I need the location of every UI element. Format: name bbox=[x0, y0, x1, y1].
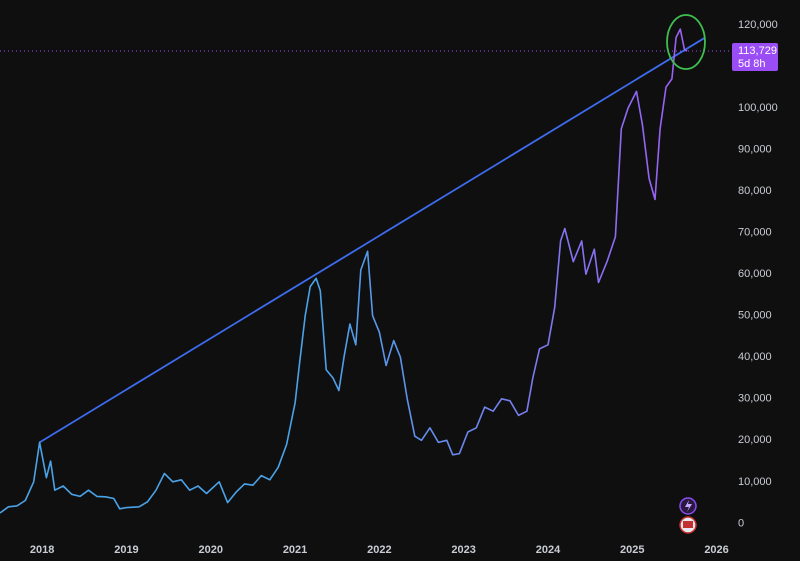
y-tick-label: 50,000 bbox=[738, 310, 772, 322]
y-tick-label: 70,000 bbox=[738, 227, 772, 239]
x-tick-label: 2022 bbox=[367, 544, 391, 556]
y-tick-label: 100,000 bbox=[738, 102, 778, 114]
y-tick-label: 10,000 bbox=[738, 476, 772, 488]
y-tick-label: 30,000 bbox=[738, 393, 772, 405]
x-tick-label: 2026 bbox=[704, 544, 728, 556]
y-tick-label: 20,000 bbox=[738, 434, 772, 446]
x-tick-label: 2023 bbox=[451, 544, 475, 556]
countdown-label: 5d 8h bbox=[738, 58, 766, 70]
y-tick-label: 60,000 bbox=[738, 268, 772, 280]
y-tick-label: 90,000 bbox=[738, 143, 772, 155]
y-tick-label: 40,000 bbox=[738, 351, 772, 363]
x-tick-label: 2021 bbox=[283, 544, 307, 556]
x-tick-label: 2018 bbox=[30, 544, 54, 556]
alert-glyph bbox=[685, 500, 692, 512]
y-tick-label: 80,000 bbox=[738, 185, 772, 197]
y-tick-label: 0 bbox=[738, 517, 744, 529]
price-line-series bbox=[0, 28, 688, 514]
y-tick-label: 120,000 bbox=[738, 19, 778, 31]
flag-glyph bbox=[683, 521, 693, 528]
price-label: 113,729 bbox=[738, 45, 777, 57]
x-tick-label: 2019 bbox=[114, 544, 138, 556]
x-tick-label: 2025 bbox=[620, 544, 644, 556]
trend-line bbox=[39, 37, 706, 444]
x-tick-label: 2020 bbox=[199, 544, 223, 556]
highlight-circle bbox=[666, 14, 706, 70]
price-box bbox=[732, 42, 778, 71]
x-tick-label: 2024 bbox=[536, 544, 561, 556]
badges bbox=[679, 497, 697, 534]
